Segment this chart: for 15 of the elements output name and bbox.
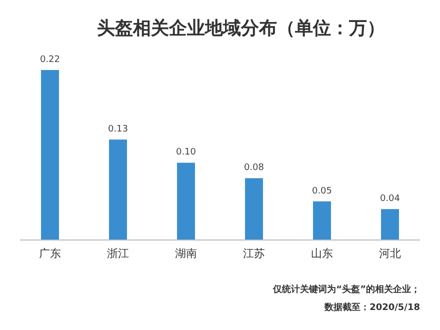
x-tick-label: 江苏 [243, 247, 265, 260]
x-tick-label: 湖南 [175, 247, 197, 260]
text: 数据截至：2020/5/18 [324, 302, 420, 313]
data-label: 0.04 [380, 194, 400, 204]
data-label: 0.22 [40, 55, 60, 65]
data-label: 0.10 [176, 148, 196, 158]
text: 仅统计关键词为“头盔”的相关企业； [272, 284, 420, 295]
x-tick-label: 河北 [379, 247, 401, 260]
data-label: 0.13 [108, 124, 128, 135]
x-tick-label: 浙江 [107, 247, 129, 260]
data-label: 0.08 [244, 163, 264, 174]
x-tick-label: 广东 [39, 247, 61, 260]
x-tick-label: 山东 [311, 247, 333, 260]
data-label: 0.05 [312, 186, 332, 196]
chart-title: 头盔相关企业地域分布（单位：万） [97, 18, 385, 39]
